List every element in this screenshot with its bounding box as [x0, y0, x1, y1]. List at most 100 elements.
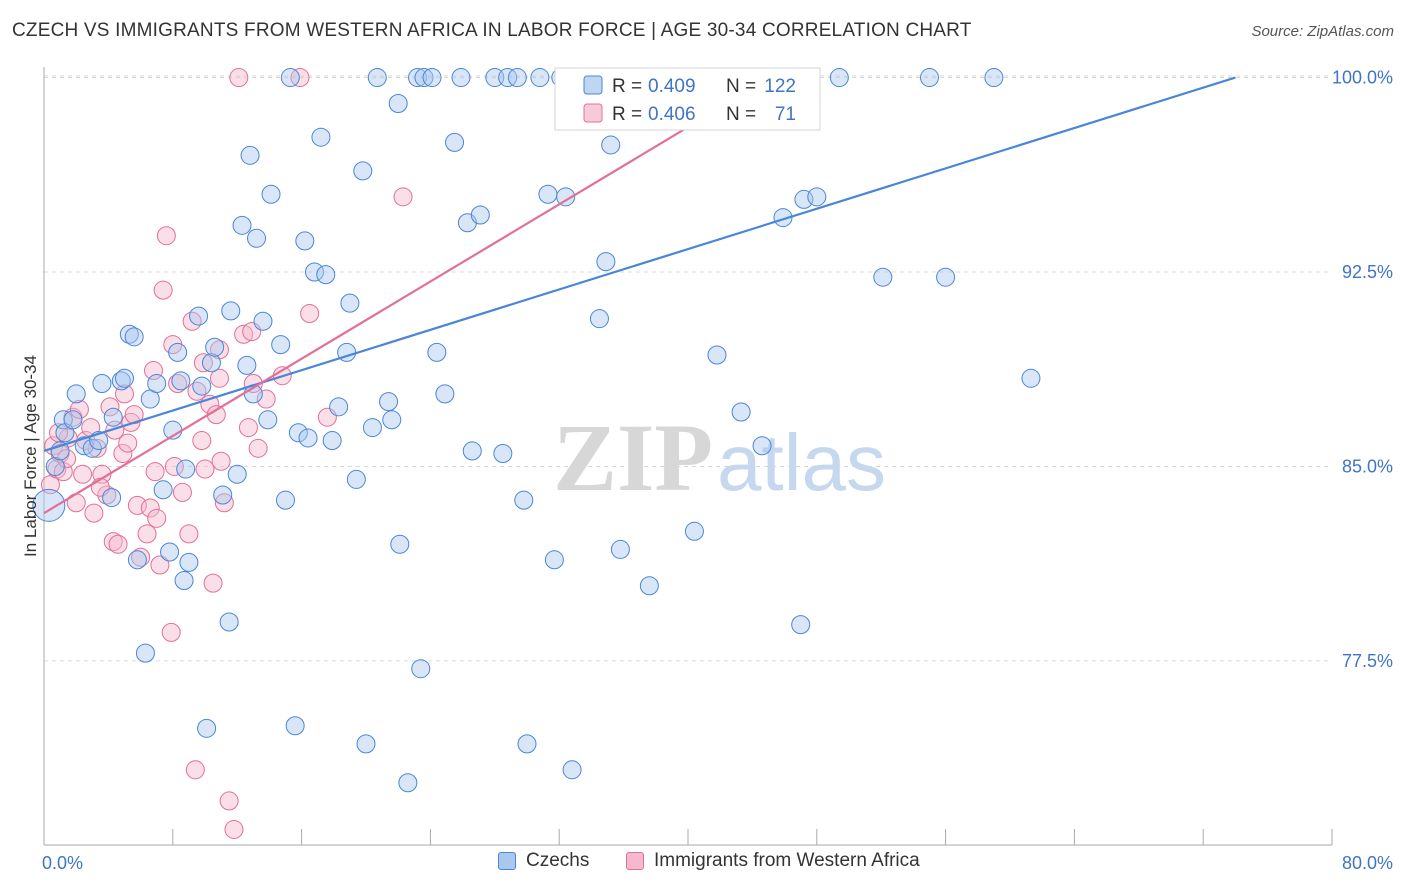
- immigrants-point-51: [300, 303, 320, 323]
- czechs-point-53: [316, 265, 336, 285]
- immigrants-point-17: [108, 534, 128, 554]
- legend-n-label-2: N =: [726, 104, 756, 125]
- czechs-point-113: [920, 68, 939, 88]
- czechs-point-86: [544, 550, 564, 570]
- czechs-point-28: [189, 306, 209, 326]
- czechs-point-38: [237, 355, 257, 375]
- czechs-point-32: [205, 337, 225, 357]
- czechs-point-67: [398, 773, 418, 793]
- immigrants-point-16: [103, 532, 123, 552]
- immigrants-point-41: [214, 493, 234, 513]
- x-tick-label-0: 0.0%: [42, 853, 83, 873]
- watermark-zip: ZIP: [553, 404, 713, 511]
- czechs-point-92: [589, 309, 609, 329]
- czechs-point-61: [362, 418, 382, 438]
- immigrants-point-42: [219, 791, 239, 811]
- czechs-point-65: [388, 93, 408, 113]
- immigrants-point-11: [84, 503, 104, 523]
- czechs-point-44: [271, 335, 291, 355]
- czechs-point-43: [261, 184, 281, 204]
- czechs-point-16: [124, 327, 144, 347]
- immigrants-point-14: [97, 485, 117, 505]
- czechs-point-63: [379, 392, 399, 412]
- czechs-point-36: [227, 464, 247, 484]
- immigrants-point-23: [131, 547, 151, 567]
- czechs-point-51: [304, 262, 324, 282]
- czechs-point-103: [731, 402, 751, 422]
- immigrants-label: Immigrants from Western Africa: [654, 850, 920, 871]
- immigrants-point-45: [234, 324, 254, 344]
- czechs-point-68: [408, 68, 428, 88]
- czechs-point-22: [160, 542, 180, 562]
- czechs-point-5: [63, 410, 83, 430]
- legend-item-czechs[interactable]: Czechs: [498, 850, 589, 872]
- legend-r-label-1: R =: [612, 76, 642, 97]
- czechs-point-82: [514, 490, 534, 510]
- czechs-point-93: [596, 252, 616, 272]
- czechs-point-33: [213, 485, 233, 505]
- source-note: Source: ZipAtlas.com: [1251, 23, 1394, 40]
- czechs-point-45: [276, 490, 295, 510]
- czechs-point-119: [176, 459, 196, 479]
- legend-swatch-pink: [583, 103, 603, 123]
- series-legend: Czechs Immigrants from Western Africa: [0, 850, 1406, 880]
- trend-lines: [43, 76, 1236, 515]
- czechs-point-79: [485, 68, 505, 88]
- immigrants-point-18: [113, 444, 133, 463]
- immigrants-point-53: [393, 187, 413, 207]
- grid-lines: [44, 75, 1332, 662]
- czechs-point-35: [221, 301, 241, 321]
- y-tick-label-1: 85.0%: [1342, 456, 1393, 476]
- czechs-point-1: [45, 456, 65, 476]
- czechs-point-115: [984, 68, 1004, 88]
- czechs-point-52: [311, 127, 331, 147]
- czechs-point-81: [507, 68, 527, 88]
- czechs-point-116: [1021, 368, 1041, 388]
- immigrants-point-62: [57, 449, 77, 469]
- immigrants-point-20: [121, 412, 141, 432]
- legend-item-immigrants[interactable]: Immigrants from Western Africa: [626, 850, 920, 872]
- czechs-point-88: [556, 187, 576, 207]
- immigrants-point-39: [203, 573, 223, 593]
- czechs-point-104: [752, 436, 772, 456]
- czechs-point-71: [422, 68, 442, 88]
- legend-r-label-2: R =: [612, 104, 642, 125]
- immigrants-swatch: [626, 852, 644, 870]
- chart-title: CZECH VS IMMIGRANTS FROM WESTERN AFRICA …: [12, 20, 972, 41]
- czechs-point-21: [153, 480, 173, 500]
- immigrants-point-28: [156, 226, 176, 246]
- immigrants-point-7: [69, 399, 89, 419]
- czechs-point-14: [115, 368, 134, 388]
- czechs-point-75: [451, 68, 471, 88]
- immigrants-point-19: [118, 433, 138, 453]
- czechs-point-100: [684, 521, 704, 541]
- immigrants-point-31: [168, 373, 188, 393]
- czechs-point-24: [168, 342, 188, 362]
- czechs-point-6: [66, 384, 86, 404]
- czechs-point-108: [791, 615, 811, 635]
- series-czechs: [32, 68, 1041, 793]
- x-tick-label-1: 80.0%: [1342, 853, 1393, 873]
- immigrants-point-29: [161, 622, 181, 642]
- czechs-point-118: [493, 444, 513, 463]
- czechs-point-0: [32, 488, 66, 522]
- czechs-label: Czechs: [526, 850, 590, 871]
- czechs-point-29: [192, 376, 212, 396]
- czechs-point-26: [174, 571, 194, 591]
- y-tick-label-2: 92.5%: [1342, 262, 1393, 282]
- czechs-point-59: [353, 161, 373, 181]
- czechs-point-70: [414, 68, 434, 88]
- czechs-point-17: [127, 550, 147, 570]
- immigrants-point-55: [145, 462, 165, 482]
- immigrants-point-50: [290, 68, 310, 88]
- immigrants-point-48: [248, 438, 268, 458]
- czechs-point-54: [322, 431, 342, 451]
- czechs-point-69: [411, 659, 431, 679]
- czechs-point-15: [119, 324, 139, 344]
- immigrants-point-36: [192, 431, 212, 451]
- watermark: ZIP atlas: [553, 404, 886, 511]
- czechs-point-18: [135, 643, 155, 663]
- czechs-point-40: [247, 228, 267, 248]
- czechs-trend-line: [43, 76, 1236, 452]
